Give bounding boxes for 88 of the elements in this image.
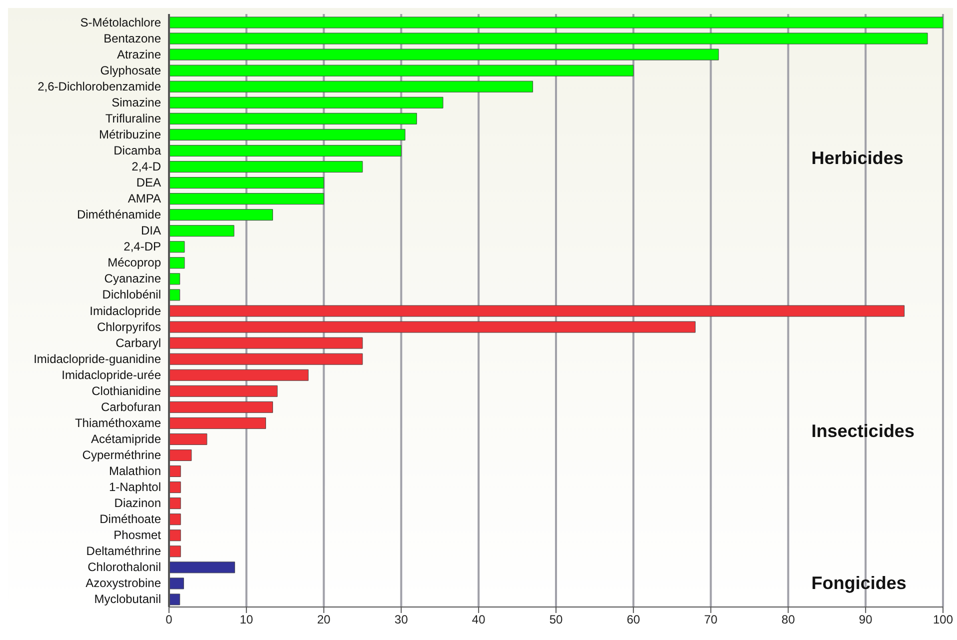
bar: [169, 433, 208, 445]
bar: [169, 193, 324, 205]
y-tick-label: Métribuzine: [98, 127, 162, 142]
text: Insecticides: [811, 420, 914, 442]
x-tick-label: 50: [549, 612, 563, 627]
y-tick-label: Dicamba: [114, 143, 162, 158]
y-tick-label: Acétamipride: [90, 432, 162, 446]
text: Fongicides: [811, 572, 906, 594]
y-tick-label: Thiaméthoxame: [74, 416, 162, 430]
y-tick-label: Diméthénamide: [76, 208, 162, 222]
y-tick-label: Mécoprop: [108, 256, 162, 270]
bar: [169, 401, 273, 413]
bar: [169, 417, 266, 429]
bar: [169, 144, 402, 156]
bar: [169, 128, 406, 140]
x-tick-label: 100: [932, 612, 954, 627]
bar: [169, 530, 181, 542]
y-tick-label: Carbaryl: [116, 336, 161, 350]
x-tick-label: 20: [317, 612, 331, 627]
y-tick-label: Diazinon: [114, 496, 161, 510]
bar: [169, 64, 634, 76]
bar: [169, 112, 417, 124]
bar: [169, 514, 181, 526]
y-tick-label: 2,4-DP: [124, 240, 161, 254]
bar: [169, 225, 234, 237]
bar: [169, 257, 185, 269]
y-tick-label: Chlorothalonil: [88, 560, 161, 574]
y-tick-label: Deltaméthrine: [86, 544, 162, 558]
bar: [169, 594, 180, 606]
y-tick-label: Phosmet: [114, 528, 162, 542]
bar: [169, 16, 943, 28]
y-tick-label: Carbofuran: [100, 400, 161, 414]
y-tick-label: Simazine: [112, 95, 162, 110]
bar: [169, 305, 905, 317]
bar: [169, 177, 324, 189]
y-tick-label: Myclobutanil: [94, 592, 161, 606]
y-tick-label: Diméthoate: [100, 512, 162, 526]
y-tick-label: Azoxystrobine: [86, 576, 162, 590]
x-tick-label: 80: [782, 612, 796, 627]
y-tick-label: DEA: [136, 176, 161, 190]
y-tick-label: Imidaclopride-urée: [62, 368, 162, 382]
bar: [169, 546, 181, 558]
bar: [169, 353, 363, 365]
y-tick-label: Clothianidine: [92, 384, 162, 398]
y-tick-label: 1-Naphtol: [108, 480, 161, 494]
y-tick-label: Chlorpyrifos: [96, 320, 161, 334]
bar: [169, 321, 696, 333]
bar: [169, 498, 181, 510]
y-tick-label: Trifluraline: [105, 111, 162, 126]
bar: [169, 369, 309, 381]
y-tick-label: DIA: [140, 224, 161, 238]
bar: [169, 466, 181, 478]
y-tick-label: S-Métolachlore: [80, 15, 162, 30]
x-tick-label: 10: [240, 612, 254, 627]
x-tick-label: 90: [858, 612, 873, 627]
y-tick-label: Imidaclopride: [90, 304, 162, 318]
bar: [169, 241, 185, 253]
y-tick-label: Imidaclopride-guanidine: [34, 352, 162, 366]
x-tick-label: 60: [626, 612, 640, 627]
bar: [169, 160, 363, 172]
y-tick-label: Glyphosate: [100, 63, 162, 78]
y-tick-label: Atrazine: [116, 47, 162, 62]
x-tick-label: 40: [472, 612, 486, 627]
x-tick-label: 0: [166, 612, 173, 627]
y-tick-label: AMPA: [128, 192, 161, 206]
bar: [169, 289, 180, 301]
x-tick-label: 30: [394, 612, 408, 627]
text: Herbicides: [811, 148, 904, 170]
bar: [169, 578, 184, 590]
y-tick-label: Cyperméthrine: [82, 448, 162, 462]
y-tick-label: Dichlobénil: [102, 288, 161, 302]
y-tick-label: Bentazone: [104, 31, 162, 46]
bar: [169, 337, 363, 349]
bar: [169, 562, 236, 574]
bar: [169, 96, 444, 108]
y-tick-label: Malathion: [108, 464, 161, 478]
x-tick-label: 70: [704, 612, 718, 627]
bar: [169, 209, 273, 221]
bar: [169, 449, 192, 461]
bar: [169, 48, 719, 60]
bar: [169, 273, 180, 285]
bar: [169, 385, 278, 397]
bar: [169, 482, 181, 494]
y-tick-label: 2,4-D: [132, 160, 162, 174]
y-tick-label: 2,6-Dichlorobenzamide: [38, 79, 162, 94]
y-tick-label: Cyanazine: [104, 272, 162, 286]
bar: [169, 32, 928, 44]
bar: [169, 80, 534, 92]
